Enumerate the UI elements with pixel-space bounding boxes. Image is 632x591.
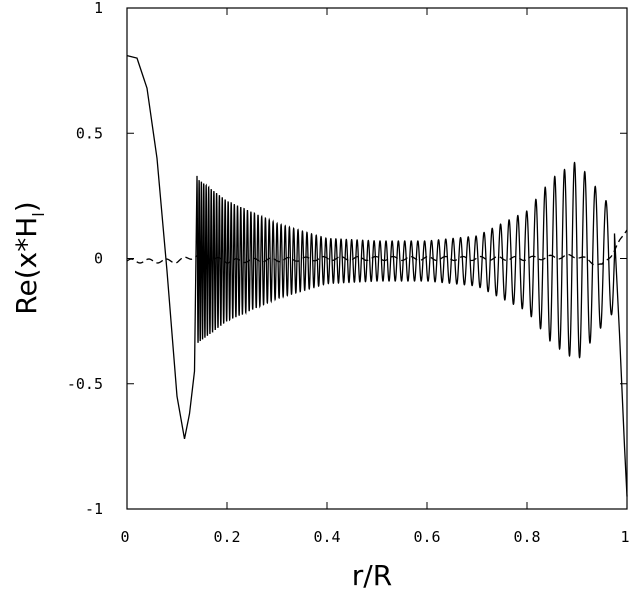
ticks: 0 0.2 0.4 0.6 0.8 1 1 0.5 0 -0.5 -1 xyxy=(67,0,630,546)
series-solid-line xyxy=(126,54,628,497)
x-tick-label: 0.8 xyxy=(513,528,540,546)
y-tick-label: -1 xyxy=(85,500,103,518)
x-tick-label: 0 xyxy=(120,528,129,546)
y-axis-title-sub: l xyxy=(29,212,48,216)
y-axis-title-close: ) xyxy=(10,201,43,212)
y-axis-title-main: Re(x*H xyxy=(10,217,43,315)
series-dashed-line xyxy=(126,229,628,266)
x-tick-label: 0.2 xyxy=(213,528,240,546)
x-axis-title: r/R xyxy=(352,559,392,591)
x-tick-label: 1 xyxy=(620,528,629,546)
y-tick-label: -0.5 xyxy=(67,375,103,393)
y-axis-title: Re(x*Hl) xyxy=(10,201,48,314)
series-group xyxy=(126,54,628,497)
y-tick-label: 0 xyxy=(94,250,103,268)
x-tick-label: 0.4 xyxy=(313,528,340,546)
y-tick-label: 1 xyxy=(94,0,103,17)
x-tick-label: 0.6 xyxy=(413,528,440,546)
axis-titles: r/R Re(x*Hl) xyxy=(10,201,392,591)
y-tick-label: 0.5 xyxy=(76,124,103,142)
